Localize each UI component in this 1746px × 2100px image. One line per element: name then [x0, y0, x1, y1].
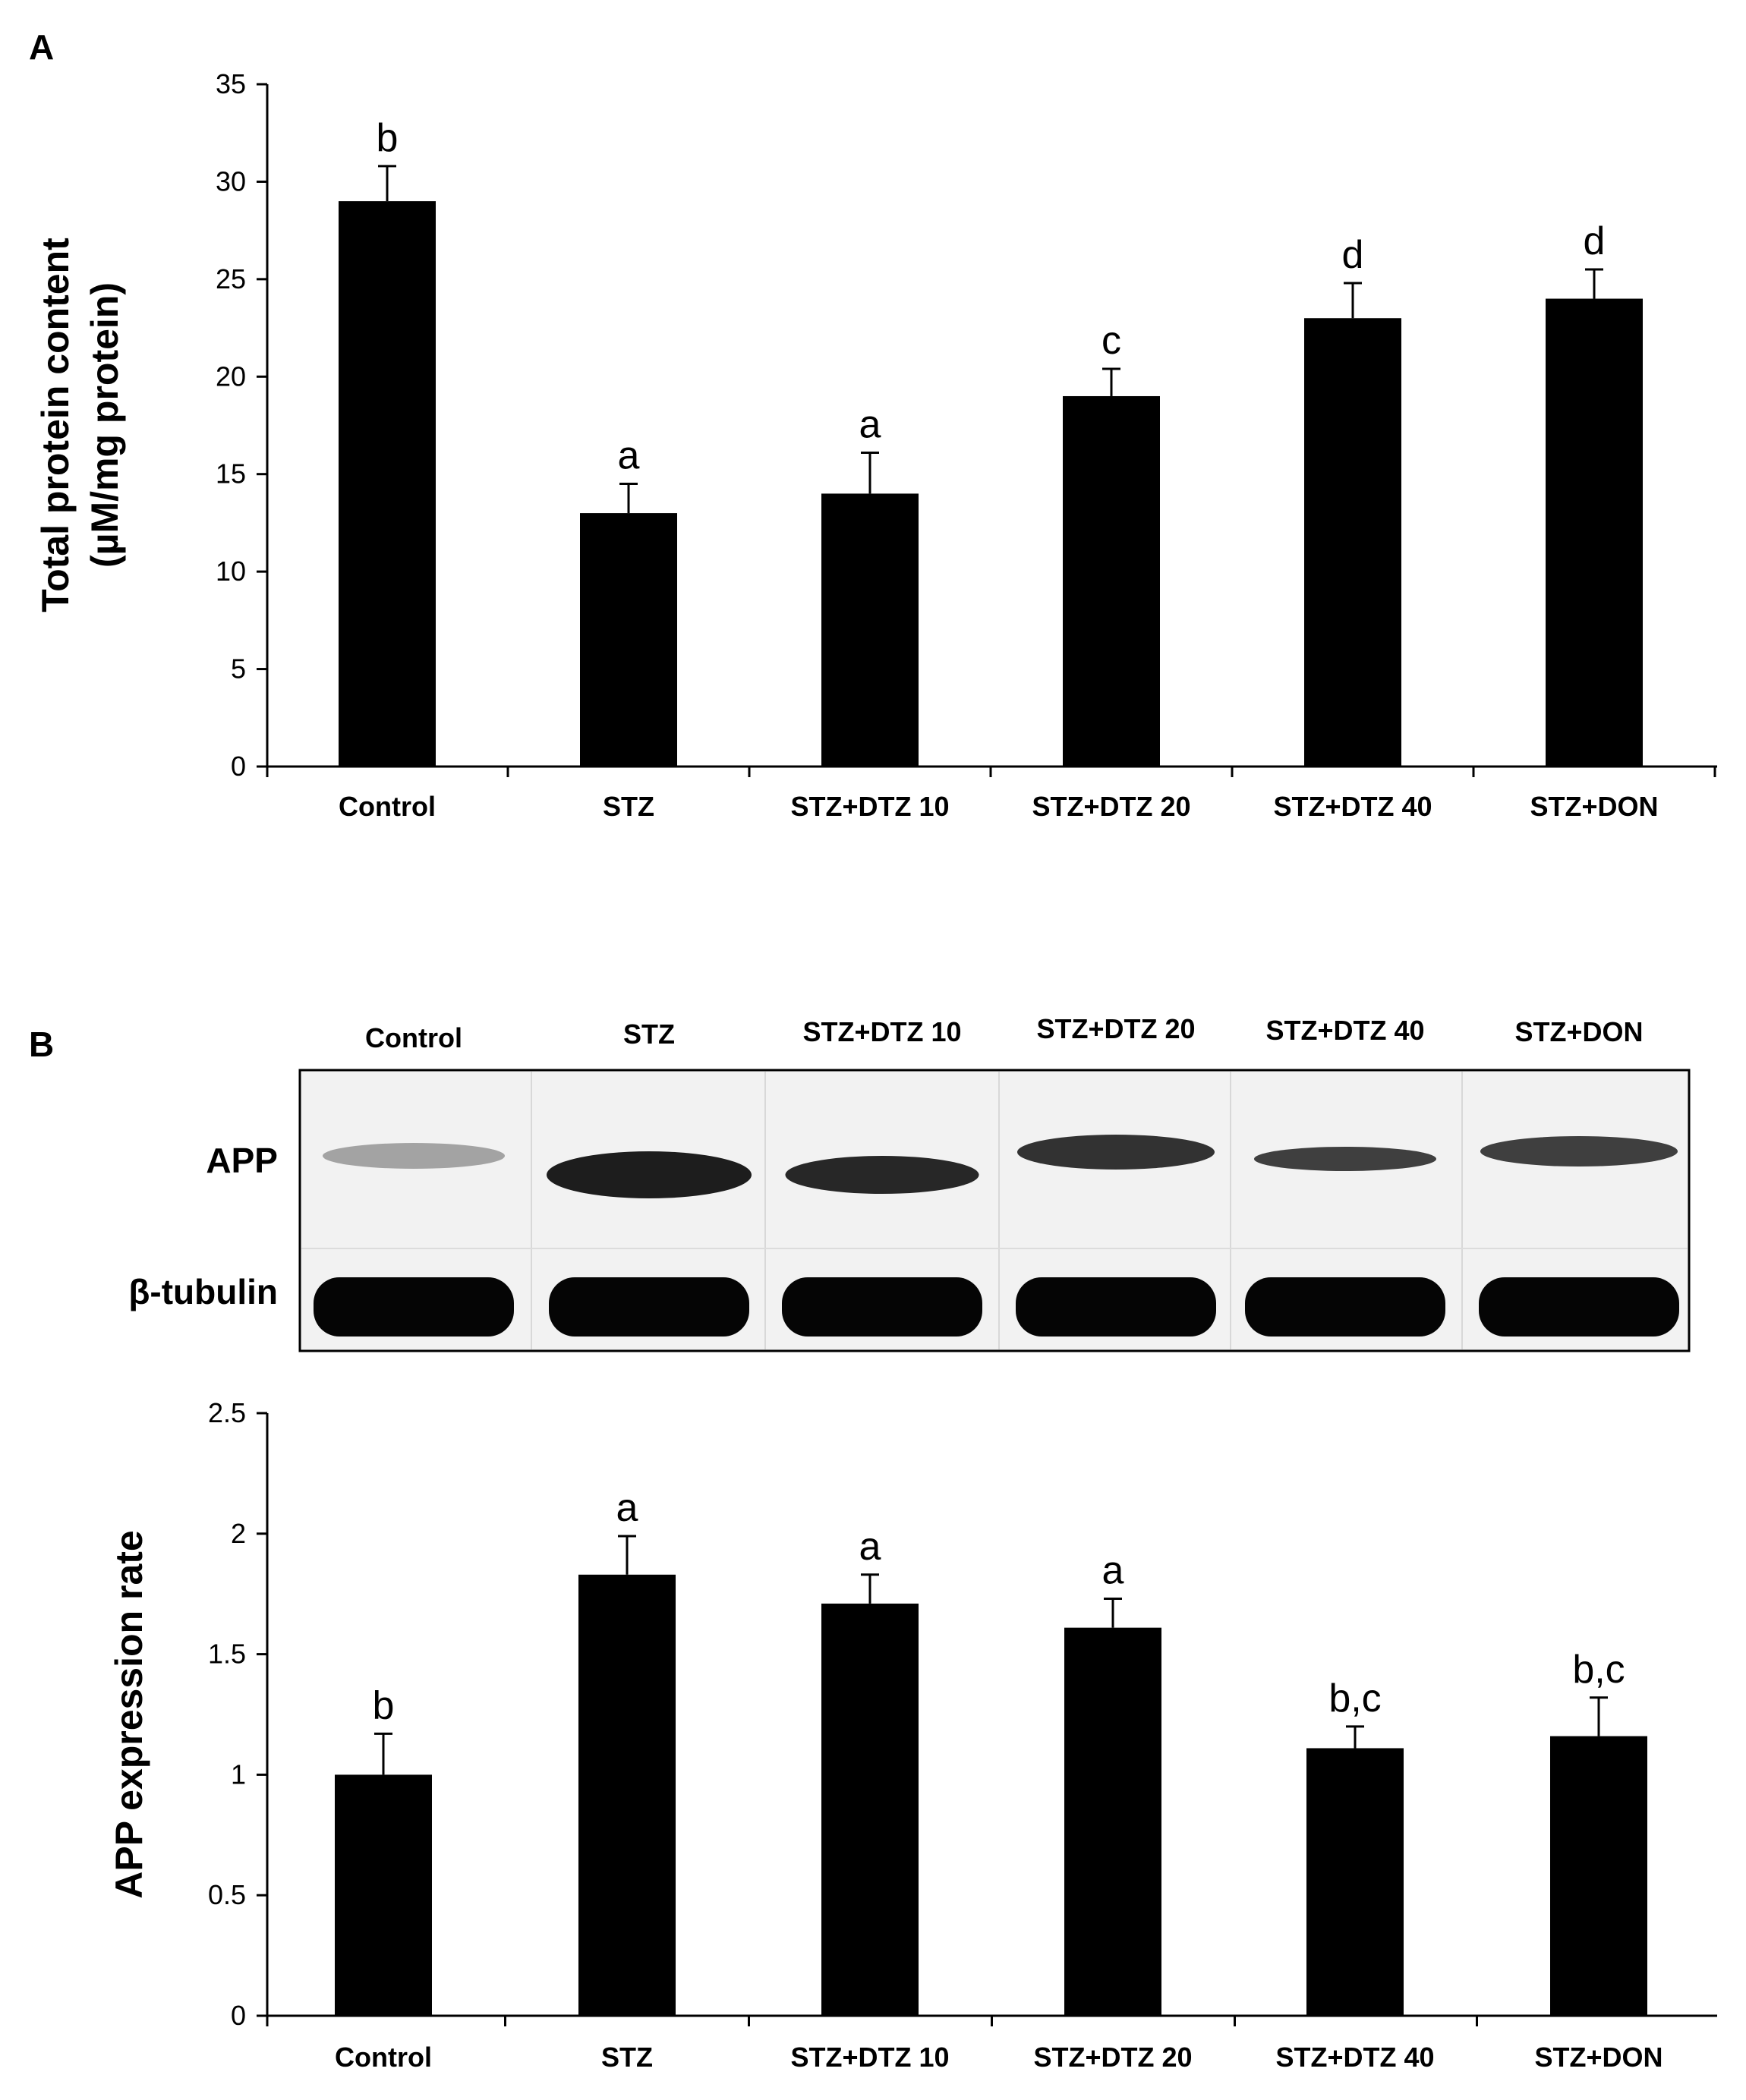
- significance-label: a: [616, 1486, 638, 1530]
- x-tick-label: STZ+DON: [1534, 2042, 1662, 2073]
- significance-label: a: [618, 434, 640, 478]
- x-tick-label: STZ+DTZ 10: [790, 791, 949, 822]
- bar: [821, 1603, 919, 2016]
- blot-lane-label: STZ+DTZ 40: [1265, 1015, 1424, 1046]
- bar: [821, 493, 919, 767]
- x-tick-label: STZ+DTZ 40: [1273, 791, 1432, 822]
- bar: [1306, 1748, 1404, 2016]
- y-tick-label: 0.5: [208, 1879, 246, 1910]
- bar: [1064, 1627, 1161, 2016]
- significance-label: d: [1584, 219, 1606, 263]
- y-tick-label: 15: [216, 458, 246, 490]
- blot-lane-label: Control: [365, 1022, 462, 1053]
- blot-row-label-tubulin: β-tubulin: [128, 1272, 278, 1311]
- western-blot: APP β-tubulin Control STZ STZ+DTZ 10 STZ+DT…: [128, 1013, 1691, 1352]
- significance-label: a: [859, 1525, 881, 1569]
- y-axis-title: (µM/mg protein): [84, 282, 126, 568]
- y-axis-title: APP expression rate: [108, 1530, 150, 1898]
- chart-a-total-protein: 0 5 10 15 20 25 30 35 b Control a STZ a STZ+DTZ 10 c ST…: [34, 68, 1717, 822]
- significance-label: b,c: [1572, 1648, 1625, 1692]
- x-tick-label: Control: [339, 791, 436, 822]
- x-tick-label: STZ: [603, 791, 654, 822]
- blot-lane-label: STZ: [623, 1019, 675, 1050]
- bar: [1550, 1736, 1647, 2016]
- panel-a-label: A: [29, 27, 54, 67]
- blot-lane-label: STZ+DTZ 10: [802, 1016, 961, 1047]
- y-tick-label: 0: [231, 751, 246, 782]
- bar: [1546, 298, 1643, 767]
- app-band: [323, 1143, 505, 1169]
- app-band: [547, 1151, 752, 1198]
- panel-b-label: B: [29, 1025, 54, 1064]
- app-band: [785, 1156, 979, 1194]
- tubulin-band: [314, 1277, 514, 1337]
- tubulin-band: [1016, 1277, 1216, 1337]
- y-tick-label: 1: [231, 1758, 246, 1790]
- x-tick-label: STZ: [601, 2042, 653, 2073]
- x-tick-label: STZ+DTZ 10: [790, 2042, 949, 2073]
- bar: [578, 1574, 676, 2016]
- y-tick-label: 2.5: [208, 1397, 246, 1428]
- tubulin-band: [1479, 1277, 1679, 1337]
- y-tick-label: 25: [216, 263, 246, 294]
- tubulin-band: [549, 1277, 749, 1337]
- y-tick-label: 20: [216, 360, 246, 392]
- blot-lane-label: STZ+DON: [1514, 1016, 1643, 1047]
- x-tick-label: STZ+DTZ 20: [1032, 791, 1190, 822]
- significance-label: b: [373, 1683, 395, 1727]
- y-tick-label: 35: [216, 68, 246, 99]
- x-tick-label: STZ+DON: [1530, 791, 1658, 822]
- tubulin-band: [782, 1277, 982, 1337]
- y-tick-label: 30: [216, 165, 246, 197]
- chart-b-app-expression: 0 0.5 1 1.5 2 2.5 b Control a STZ a STZ+DTZ 10 a STZ+…: [108, 1397, 1717, 2073]
- y-tick-label: 2: [231, 1518, 246, 1549]
- bar: [335, 1774, 432, 2016]
- tubulin-band: [1245, 1277, 1445, 1337]
- bar: [339, 201, 436, 767]
- y-tick-label: 5: [231, 653, 246, 685]
- app-band: [1254, 1147, 1436, 1171]
- blot-lane-label: STZ+DTZ 20: [1036, 1013, 1195, 1044]
- significance-label: c: [1101, 319, 1121, 363]
- significance-label: b: [377, 116, 399, 160]
- x-tick-label: STZ+DTZ 40: [1275, 2042, 1434, 2073]
- y-tick-label: 1.5: [208, 1639, 246, 1670]
- significance-label: a: [859, 402, 881, 446]
- significance-label: d: [1342, 233, 1364, 277]
- y-tick-label: 0: [231, 2000, 246, 2031]
- blot-row-label-app: APP: [206, 1141, 278, 1180]
- app-band: [1480, 1136, 1678, 1166]
- x-tick-label: Control: [335, 2042, 432, 2073]
- significance-label: b,c: [1328, 1677, 1381, 1721]
- significance-label: a: [1102, 1549, 1124, 1593]
- bar: [580, 513, 677, 767]
- y-tick-label: 10: [216, 556, 246, 587]
- y-axis-title: Total protein content: [34, 238, 77, 612]
- app-band: [1017, 1135, 1215, 1170]
- bar: [1063, 395, 1160, 767]
- x-tick-label: STZ+DTZ 20: [1033, 2042, 1192, 2073]
- bar: [1304, 318, 1401, 767]
